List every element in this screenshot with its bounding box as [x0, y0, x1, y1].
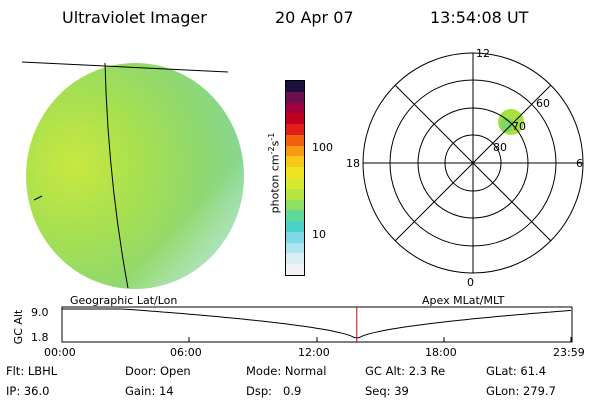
auroral-spot-core	[500, 118, 514, 132]
colorbar-segment	[286, 113, 304, 125]
info-mode: Mode: Normal	[246, 364, 327, 378]
colorbar-segment	[286, 210, 304, 222]
colorbar-segment	[286, 102, 304, 114]
info-seq: Seq: 39	[365, 384, 409, 398]
info-door: Door: Open	[125, 364, 191, 378]
timeline-frame	[61, 306, 573, 343]
lat-label-70: 70	[512, 120, 526, 133]
mlt-label-12: 12	[476, 47, 490, 60]
mlt-label-0: 0	[467, 276, 474, 289]
colorbar-segment	[286, 221, 304, 232]
latitude-line	[21, 61, 229, 73]
mlt-label-6: 6	[576, 157, 583, 170]
altitude-curve	[62, 308, 572, 339]
colorbar-tick-100: 100	[312, 141, 333, 154]
info-gain: Gain: 14	[125, 384, 174, 398]
colorbar-segment	[286, 91, 304, 103]
x-tick-1: 06:00	[170, 346, 202, 359]
colorbar-segment	[286, 242, 304, 254]
right-caption: Apex MLat/MLT	[422, 294, 505, 307]
lat-label-60: 60	[536, 97, 550, 110]
colorbar-segment	[286, 167, 304, 178]
page-title: Ultraviolet Imager	[62, 8, 207, 27]
colorbar-segment	[286, 81, 304, 92]
colorbar-segment	[286, 231, 304, 243]
x-tick-3: 18:00	[425, 346, 457, 359]
mlt-label-18: 18	[346, 157, 360, 170]
x-tick-2: 12:00	[298, 346, 330, 359]
longitude-line	[104, 62, 129, 289]
info-glon: GLon: 279.7	[486, 384, 556, 398]
info-dsp: Dsp: 0.9	[246, 384, 302, 398]
info-gc-alt: GC Alt: 2.3 Re	[365, 364, 446, 378]
x-tick-0: 00:00	[44, 346, 76, 359]
colorbar-segment	[286, 188, 304, 200]
colorbar-segment	[286, 199, 304, 211]
info-glat: GLat: 61.4	[486, 364, 547, 378]
colorbar-segment	[286, 145, 304, 157]
y-tick-min: 1.8	[31, 331, 49, 344]
lat-label-80: 80	[493, 141, 507, 154]
colorbar-segment	[286, 177, 304, 189]
colorbar-tick-10: 10	[312, 228, 326, 241]
polar-diagonal-2	[394, 84, 552, 242]
colorbar-segment	[286, 264, 304, 275]
date-label: 20 Apr 07	[275, 8, 354, 27]
time-label: 13:54:08 UT	[430, 8, 529, 27]
earth-limb-shade	[26, 63, 244, 289]
x-tick-4: 23:59	[553, 346, 585, 359]
colorbar	[285, 80, 305, 276]
colorbar-segment	[286, 156, 304, 168]
colorbar-segment	[286, 134, 304, 146]
info-ip: IP: 36.0	[6, 384, 50, 398]
y-tick-max: 9.0	[31, 306, 49, 319]
coast-mark	[33, 195, 43, 201]
colorbar-segment	[286, 253, 304, 265]
colorbar-segment	[286, 124, 304, 135]
left-caption: Geographic Lat/Lon	[70, 294, 178, 307]
info-flt: Flt: LBHL	[6, 364, 58, 378]
